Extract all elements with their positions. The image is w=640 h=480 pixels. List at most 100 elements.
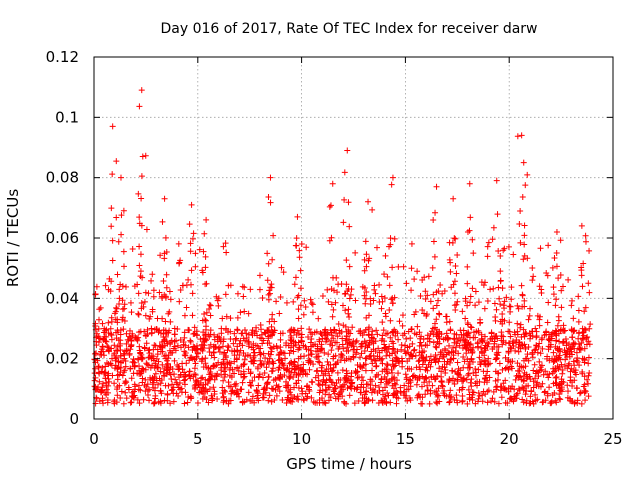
data-point xyxy=(328,234,335,241)
data-point xyxy=(265,291,272,298)
data-point xyxy=(136,214,143,221)
data-point xyxy=(364,344,371,351)
data-point xyxy=(241,373,248,380)
data-point xyxy=(206,305,213,312)
data-point xyxy=(479,337,486,344)
data-point xyxy=(188,354,195,361)
data-point xyxy=(552,302,559,309)
data-point xyxy=(103,326,110,333)
data-point xyxy=(255,374,262,381)
data-point xyxy=(469,358,476,365)
data-point xyxy=(527,393,534,400)
data-point xyxy=(405,349,412,356)
data-point xyxy=(96,378,103,385)
data-point xyxy=(249,332,256,339)
data-point xyxy=(222,326,229,333)
data-point xyxy=(575,330,582,337)
data-point xyxy=(346,223,353,230)
data-point xyxy=(444,336,451,343)
data-point xyxy=(160,326,167,333)
data-point xyxy=(585,393,592,400)
data-point xyxy=(457,327,464,334)
data-point xyxy=(524,171,531,178)
data-point xyxy=(206,371,213,378)
data-point xyxy=(266,287,273,294)
data-point xyxy=(99,320,106,327)
data-point xyxy=(488,398,495,405)
data-point xyxy=(584,376,591,383)
data-point xyxy=(113,305,120,312)
data-point xyxy=(120,350,127,357)
data-point xyxy=(177,257,184,264)
data-point xyxy=(265,260,272,267)
data-point xyxy=(446,239,453,246)
data-point xyxy=(433,289,440,296)
data-point xyxy=(438,368,445,375)
data-point xyxy=(179,366,186,373)
data-point xyxy=(163,271,170,278)
data-point xyxy=(92,323,99,330)
data-point xyxy=(95,384,102,391)
data-point xyxy=(421,379,428,386)
data-point xyxy=(300,342,307,349)
data-point xyxy=(532,325,539,332)
data-point xyxy=(165,382,172,389)
data-point xyxy=(332,299,339,306)
data-point xyxy=(544,353,551,360)
data-point xyxy=(368,334,375,341)
data-point xyxy=(218,361,225,368)
data-point xyxy=(162,318,169,325)
data-point xyxy=(267,284,274,291)
data-point xyxy=(326,372,333,379)
data-point xyxy=(423,375,430,382)
data-point xyxy=(347,383,354,390)
data-point xyxy=(553,380,560,387)
data-point xyxy=(384,370,391,377)
data-point xyxy=(306,366,313,373)
data-point xyxy=(578,222,585,229)
data-point xyxy=(153,377,160,384)
data-point xyxy=(358,350,365,357)
data-point xyxy=(266,355,273,362)
data-point xyxy=(371,282,378,289)
data-point xyxy=(553,263,560,270)
data-point xyxy=(135,290,142,297)
data-point xyxy=(482,345,489,352)
data-point xyxy=(484,339,491,346)
data-point xyxy=(483,372,490,379)
data-point xyxy=(476,316,483,323)
data-point xyxy=(519,193,526,200)
data-point xyxy=(582,397,589,404)
data-point xyxy=(384,273,391,280)
data-point xyxy=(362,355,369,362)
data-point xyxy=(120,207,127,214)
data-point xyxy=(308,300,315,307)
data-point xyxy=(329,342,336,349)
data-point xyxy=(164,397,171,404)
data-point xyxy=(535,373,542,380)
data-point xyxy=(341,381,348,388)
data-point xyxy=(283,299,290,306)
data-point xyxy=(446,350,453,357)
data-point xyxy=(199,395,206,402)
data-point xyxy=(138,299,145,306)
data-point xyxy=(216,344,223,351)
data-point xyxy=(558,287,565,294)
data-point xyxy=(324,286,331,293)
data-point xyxy=(363,251,370,258)
data-point xyxy=(586,370,593,377)
data-point xyxy=(542,388,549,395)
data-point xyxy=(106,378,113,385)
data-point xyxy=(575,293,582,300)
data-point xyxy=(494,383,501,390)
data-point xyxy=(498,394,505,401)
data-point xyxy=(509,358,516,365)
data-point xyxy=(185,393,192,400)
data-point xyxy=(120,248,127,255)
data-point xyxy=(209,395,216,402)
data-point xyxy=(577,347,584,354)
data-point xyxy=(401,348,408,355)
data-point xyxy=(322,370,329,377)
data-point xyxy=(192,250,199,257)
data-point xyxy=(339,302,346,309)
